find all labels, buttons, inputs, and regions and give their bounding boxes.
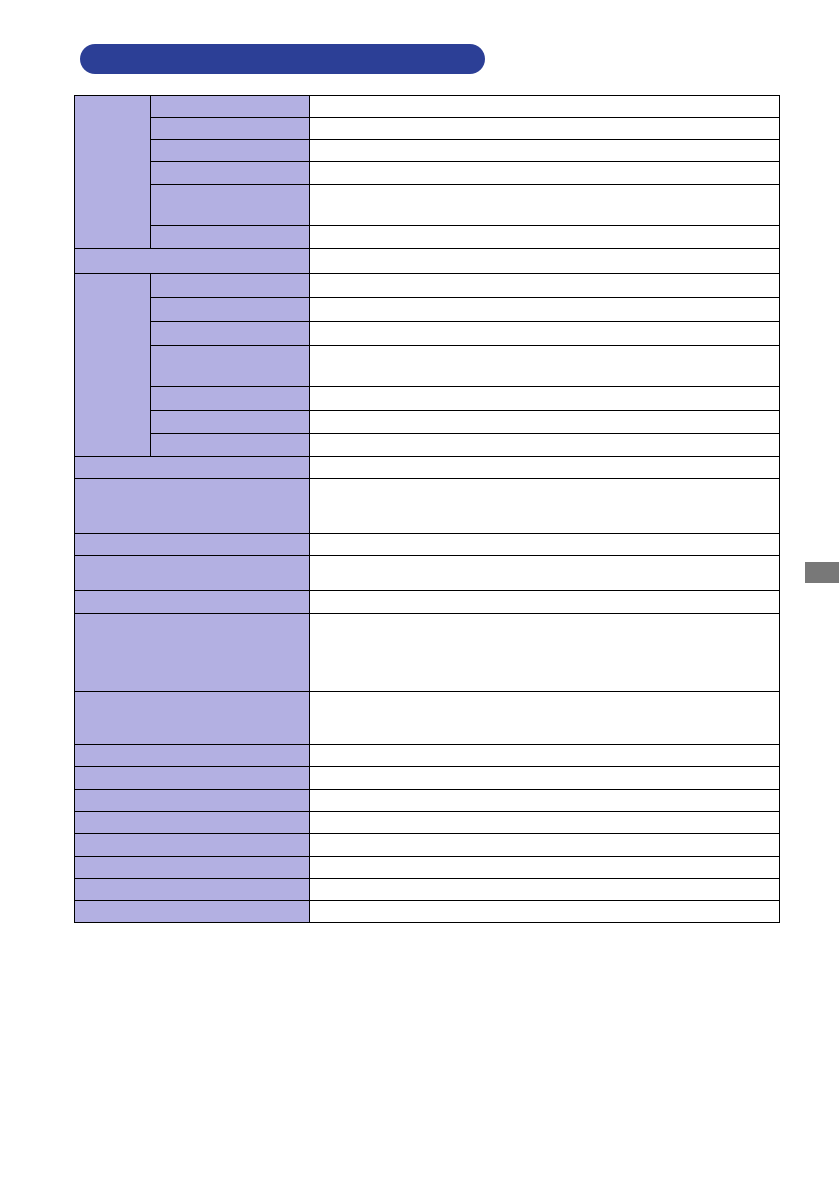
spec-value-cell: [309, 95, 780, 118]
spec-table-row: [74, 789, 780, 812]
spec-label-cell: [74, 590, 310, 614]
spec-label-cell: [74, 456, 310, 479]
spec-table-row: [74, 478, 780, 534]
spec-label-cell: [150, 95, 310, 118]
spec-value-cell: [309, 345, 780, 387]
spec-table-row: [74, 744, 780, 767]
spec-label-cell: [150, 321, 310, 346]
spec-table-row: [74, 811, 780, 834]
spec-value-cell: [309, 321, 780, 346]
spec-table-row: [74, 273, 780, 457]
spec-value-cell: [309, 613, 780, 692]
spec-value-cell: [309, 878, 780, 901]
spec-table-row: [75, 433, 780, 457]
spec-table-row: [74, 766, 780, 790]
spec-table-row: [74, 95, 780, 249]
spec-label-cell: [150, 433, 310, 457]
spec-label-cell: [74, 811, 310, 834]
spec-value-cell: [309, 248, 780, 274]
spec-label-cell: [74, 900, 310, 923]
spec-label-cell: [150, 117, 310, 140]
spec-table-row: [74, 691, 780, 745]
spec-table-row: [74, 613, 780, 692]
spec-table-row: [75, 117, 780, 140]
spec-table-row: [74, 878, 780, 901]
spec-value-cell: [309, 410, 780, 434]
spec-table-row: [74, 248, 780, 274]
spec-value-cell: [309, 900, 780, 923]
spec-value-cell: [309, 225, 780, 249]
specifications-table: [74, 95, 780, 923]
spec-label-cell: [150, 184, 310, 226]
spec-label-cell: [150, 273, 310, 298]
spec-label-cell: [74, 856, 310, 879]
spec-value-cell: [309, 590, 780, 614]
spec-label-cell: [150, 139, 310, 162]
spec-value-cell: [309, 533, 780, 556]
spec-value-cell: [309, 184, 780, 226]
spec-value-cell: [309, 555, 780, 591]
spec-table-row: [74, 900, 780, 923]
spec-value-cell: [309, 789, 780, 812]
spec-value-cell: [309, 691, 780, 745]
spec-value-cell: [309, 766, 780, 790]
spec-label-cell: [74, 478, 310, 534]
spec-value-cell: [309, 297, 780, 322]
spec-table-row: [75, 386, 780, 411]
spec-table-row: [74, 555, 780, 591]
spec-label-cell: [150, 225, 310, 249]
spec-label-cell: [150, 297, 310, 322]
spec-value-cell: [309, 833, 780, 857]
spec-label-cell: [74, 533, 310, 556]
spec-value-cell: [309, 478, 780, 534]
spec-label-cell: [74, 833, 310, 857]
spec-value-cell: [309, 273, 780, 298]
spec-table-row: [74, 590, 780, 614]
spec-table-row: [75, 139, 780, 162]
spec-table-row: [75, 161, 780, 185]
spec-label-cell: [74, 248, 310, 274]
spec-group-cell: [74, 95, 151, 249]
spec-value-cell: [309, 744, 780, 767]
spec-value-cell: [309, 856, 780, 879]
spec-table-row: [74, 533, 780, 556]
page-tab-marker: [805, 562, 839, 583]
spec-label-cell: [74, 878, 310, 901]
spec-label-cell: [150, 410, 310, 434]
spec-label-cell: [150, 161, 310, 185]
spec-value-cell: [309, 811, 780, 834]
spec-label-cell: [74, 555, 310, 591]
spec-table-row: [75, 225, 780, 249]
section-title-banner: [80, 44, 485, 74]
spec-label-cell: [74, 613, 310, 692]
spec-label-cell: [150, 386, 310, 411]
spec-value-cell: [309, 117, 780, 140]
spec-table-row: [75, 345, 780, 387]
spec-table-row: [75, 297, 780, 322]
spec-table-row: [74, 833, 780, 857]
spec-label-cell: [74, 691, 310, 745]
spec-table-row: [75, 184, 780, 226]
spec-table-row: [74, 856, 780, 879]
spec-label-cell: [150, 345, 310, 387]
spec-value-cell: [309, 386, 780, 411]
spec-label-cell: [74, 789, 310, 812]
spec-table-row: [74, 456, 780, 479]
specifications-table-body: [74, 95, 780, 923]
spec-table-row: [75, 321, 780, 346]
spec-group-cell: [74, 273, 151, 457]
spec-value-cell: [309, 456, 780, 479]
spec-value-cell: [309, 161, 780, 185]
spec-value-cell: [309, 139, 780, 162]
spec-value-cell: [309, 433, 780, 457]
spec-table-row: [75, 410, 780, 434]
spec-label-cell: [74, 766, 310, 790]
spec-label-cell: [74, 744, 310, 767]
